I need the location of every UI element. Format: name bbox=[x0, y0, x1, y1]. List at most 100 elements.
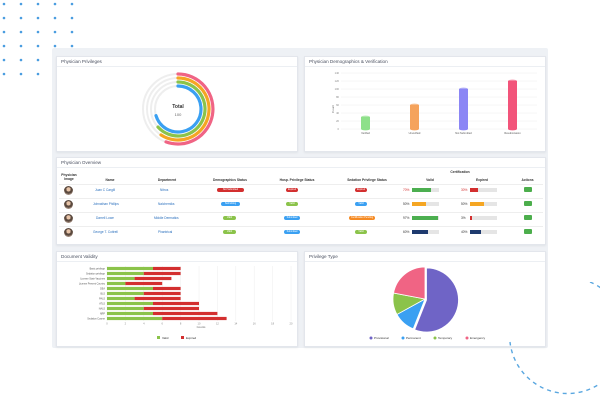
decorative-dot bbox=[2, 16, 6, 20]
department-link[interactable]: Middle Dermatics bbox=[154, 216, 179, 220]
stacked-bar-segment bbox=[143, 291, 181, 296]
decorative-dot bbox=[19, 16, 23, 20]
ring-arc-green bbox=[156, 80, 207, 138]
stacked-bar-segment bbox=[107, 286, 153, 291]
certification-group-header: Certification bbox=[450, 170, 470, 174]
col-header-image: Physician Image bbox=[61, 173, 77, 181]
card-divider bbox=[305, 66, 545, 67]
department-link[interactable]: Phantrical bbox=[158, 230, 173, 234]
legend-label: Temporary bbox=[438, 336, 453, 340]
physician-name-link[interactable]: George T. Cottrell bbox=[93, 230, 118, 234]
bar-base bbox=[459, 127, 468, 131]
demographics-status-badge: Valid bbox=[223, 216, 236, 220]
physician-avatar bbox=[64, 186, 73, 195]
decorative-dot bbox=[36, 72, 40, 76]
bar-cap bbox=[508, 79, 517, 83]
category-label: Sedation Course bbox=[87, 318, 105, 321]
physician-avatar bbox=[64, 200, 73, 209]
demographics-status-badge: Valid bbox=[223, 230, 236, 234]
legend-label: Permanent bbox=[406, 336, 421, 340]
privileges-center-label: Total bbox=[172, 104, 184, 110]
ring-arc-orange bbox=[159, 76, 211, 142]
y-tick-label: 100 bbox=[335, 87, 340, 91]
y-tick-label: 20 bbox=[336, 119, 339, 123]
demographics-status-badge: Submitting bbox=[221, 202, 240, 206]
bar-base bbox=[410, 127, 419, 131]
category-label: BLS bbox=[100, 293, 105, 296]
physician-name-link[interactable]: Darrell Lowe bbox=[96, 216, 114, 220]
bar bbox=[361, 117, 370, 129]
category-label: ATLS bbox=[99, 303, 105, 306]
decorative-dot bbox=[36, 16, 40, 20]
stacked-bar-segment bbox=[107, 276, 135, 281]
legend-expired-swatch bbox=[181, 336, 184, 339]
y-tick-label: 140 bbox=[335, 71, 340, 75]
valid-progress-bar bbox=[412, 216, 439, 220]
expired-progress-bar bbox=[470, 230, 497, 234]
action-button[interactable] bbox=[524, 201, 532, 206]
decorative-dashed-arc bbox=[509, 282, 600, 395]
valid-progress-fill bbox=[412, 202, 426, 206]
legend-valid-label: Valid bbox=[162, 336, 169, 340]
hosp-privilege-status-badge: Expired bbox=[286, 188, 298, 192]
sedation-privilege-status-badge: Valid bbox=[355, 230, 367, 234]
legend-swatch bbox=[465, 336, 469, 340]
stacked-bar-segment bbox=[107, 266, 153, 271]
y-tick-label: 60 bbox=[336, 103, 339, 107]
col-header-valid: Valid bbox=[426, 178, 434, 182]
x-tick-label: Resubmission bbox=[504, 131, 521, 135]
x-tick-label: 20 bbox=[290, 322, 293, 326]
decorative-dot bbox=[19, 2, 23, 6]
stacked-bar-segment bbox=[143, 271, 181, 276]
decorative-dot bbox=[2, 2, 6, 6]
legend-label: Emergency bbox=[470, 336, 486, 340]
physician-name-link[interactable]: Johnathan Phillips bbox=[93, 202, 119, 206]
sedation-privilege-status-badge: Certification Pending bbox=[349, 216, 375, 220]
physician-name-link[interactable]: Juan C Cargill bbox=[95, 188, 116, 192]
privilege-type-card: Privilege Type Provisional Permanent Tempo… bbox=[304, 251, 546, 347]
action-button[interactable] bbox=[524, 187, 532, 192]
decorative-dot bbox=[70, 16, 74, 20]
document-validity-card: Document Validity Counts Valid Expired 0… bbox=[56, 251, 298, 347]
x-tick-label: 2 bbox=[125, 322, 127, 326]
x-tick-label: Verified bbox=[361, 131, 370, 135]
action-button[interactable] bbox=[524, 215, 532, 220]
action-button[interactable] bbox=[524, 229, 532, 234]
hosp-privilege-status-badge: Submitted bbox=[284, 230, 300, 234]
col-header-hosp-privilege: Hosp. Privilege Status bbox=[279, 178, 315, 182]
legend-expired-label: Expired bbox=[186, 336, 197, 340]
expired-progress-bar bbox=[470, 188, 497, 192]
legend-swatch bbox=[433, 336, 437, 340]
physician-overview-card: Physician Overview Certification Physici… bbox=[56, 157, 546, 245]
decorative-dot bbox=[19, 58, 23, 62]
legend-swatch bbox=[401, 336, 405, 340]
x-tick-label: 4 bbox=[143, 322, 145, 326]
x-tick-label: Unverified bbox=[409, 131, 421, 135]
decorative-dot bbox=[36, 2, 40, 6]
valid-progress-fill bbox=[412, 216, 438, 220]
category-label: DEA bbox=[100, 288, 105, 291]
legend-valid-swatch bbox=[157, 336, 160, 339]
bar-base bbox=[508, 127, 517, 131]
stacked-bar-segment bbox=[153, 266, 181, 271]
stacked-bar-segment bbox=[153, 311, 218, 316]
card-divider bbox=[57, 66, 297, 67]
stacked-bar-segment bbox=[134, 296, 181, 301]
x-tick-label: Not Submitted bbox=[455, 131, 472, 135]
pie-slice bbox=[414, 267, 459, 333]
privileges-center-value: 100 bbox=[175, 112, 182, 117]
decorative-dot bbox=[19, 44, 23, 48]
x-tick-label: 16 bbox=[253, 322, 256, 326]
x-tick-label: 8 bbox=[180, 322, 182, 326]
decorative-dot bbox=[53, 2, 57, 6]
decorative-dot bbox=[53, 16, 57, 20]
decorative-dot bbox=[36, 44, 40, 48]
demographics-bar-chart: Count 0 20 40 60 80 100 120 140 Verified Unverifi… bbox=[331, 71, 537, 135]
decorative-dot bbox=[19, 30, 23, 34]
dashboard-panel: Physician Privileges Total 100 Physician… bbox=[52, 48, 548, 348]
department-link[interactable]: Nalchemiks bbox=[158, 202, 175, 206]
row-divider bbox=[59, 198, 543, 199]
department-link[interactable]: Nitros bbox=[160, 188, 169, 192]
x-tick-label: 18 bbox=[271, 322, 274, 326]
stacked-bar-segment bbox=[107, 311, 153, 316]
